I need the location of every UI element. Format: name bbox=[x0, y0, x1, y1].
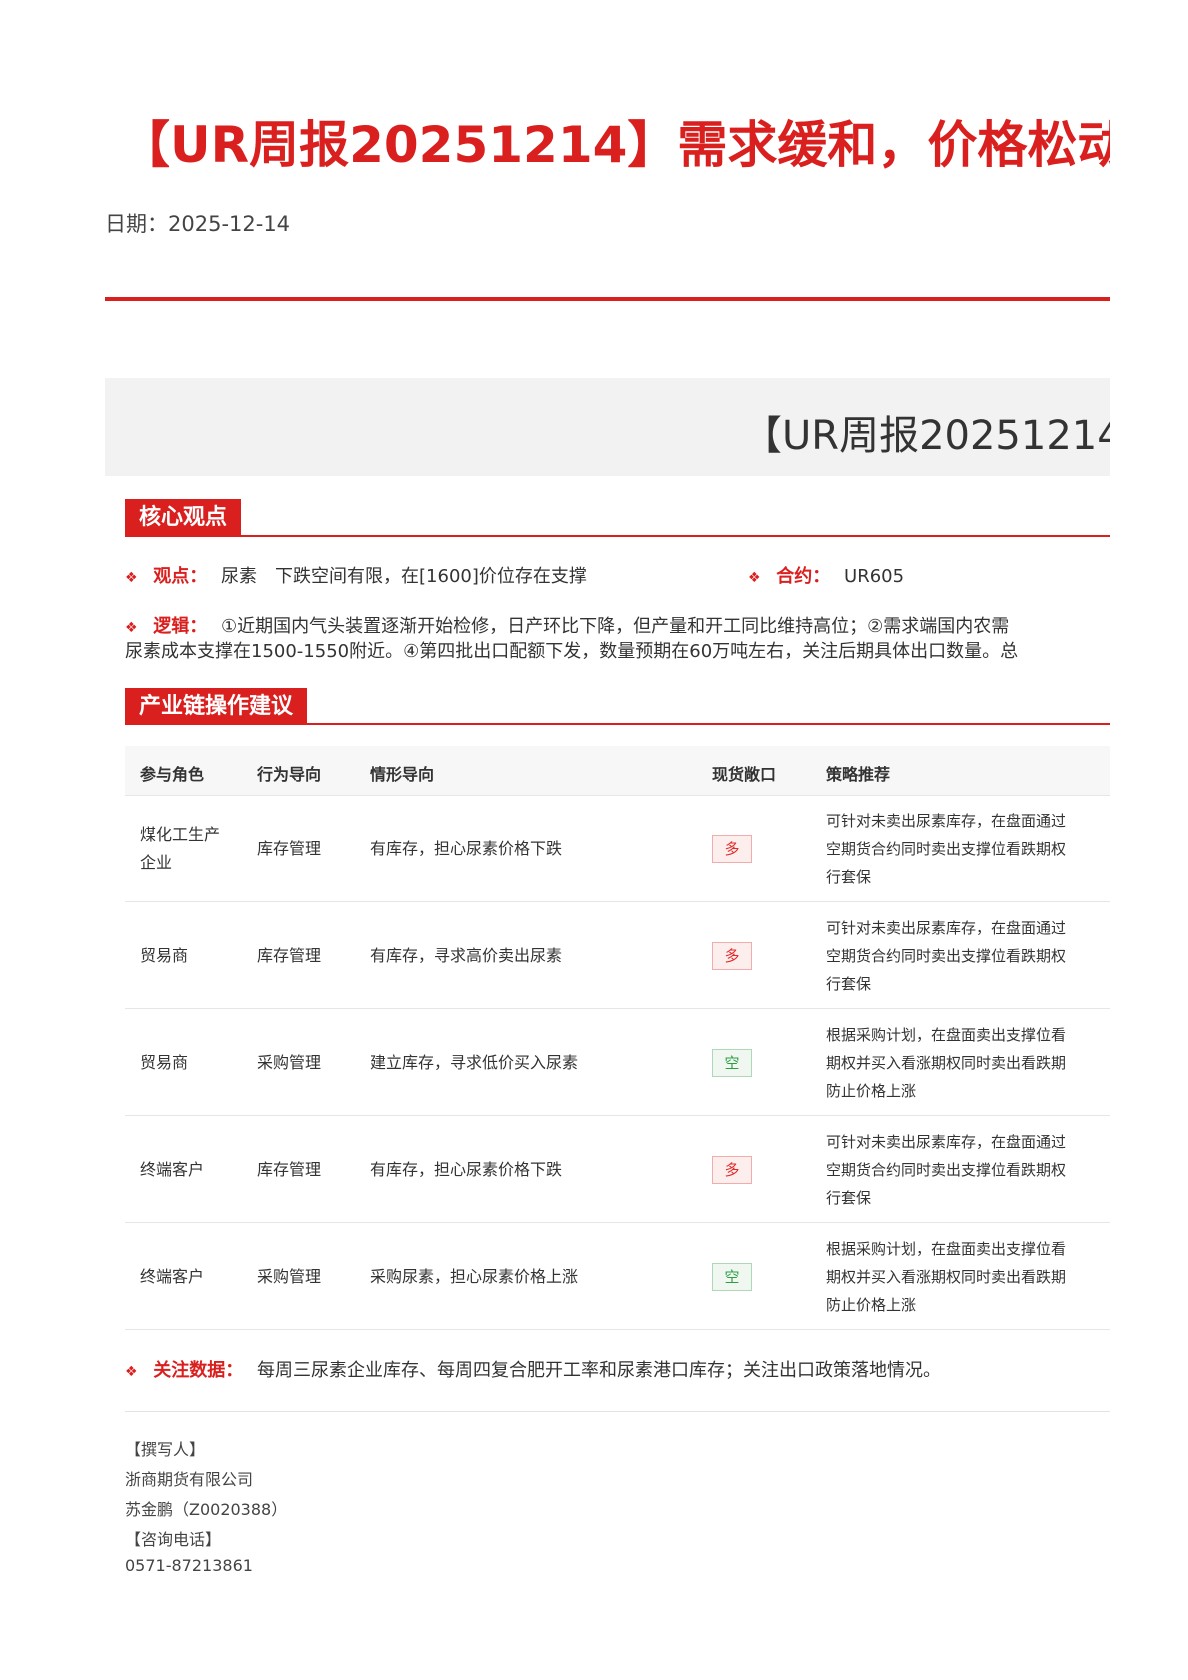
column-header: 参与角色 bbox=[140, 765, 205, 784]
divider bbox=[105, 297, 1110, 301]
role: 终端客户 bbox=[140, 1159, 205, 1179]
contract: UR605 bbox=[844, 566, 905, 587]
view-label: 观点： bbox=[153, 566, 208, 587]
footer-line: 【撰写人】 bbox=[125, 1440, 206, 1459]
section-heading: 核心观点 bbox=[125, 499, 242, 536]
logic-line: ①近期国内气头装置逐渐开始检修，日产环比下降，但产量和开工同比维持高位；②需求端… bbox=[221, 616, 1010, 637]
role: 企业 bbox=[140, 852, 173, 872]
column-header: 现货敞口 bbox=[712, 765, 777, 784]
section-line bbox=[125, 535, 1110, 537]
exposure-tag: 多 bbox=[712, 1155, 752, 1184]
footer-divider bbox=[125, 1411, 1110, 1412]
strategy-line: 空期货合约同时卖出支撑位看跌期权 bbox=[826, 946, 1067, 965]
focus-label: 关注数据： bbox=[153, 1360, 244, 1381]
document: 【UR周报20251214】需求缓和，价格松动 日期：2025-12-14 【U… bbox=[105, 116, 1110, 1575]
strategy-line: 行套保 bbox=[826, 1188, 872, 1207]
strategy-line: 防止价格上涨 bbox=[826, 1081, 917, 1100]
row-divider bbox=[125, 1222, 1110, 1223]
scenario: 建立库存，寻求低价买入尿素 bbox=[370, 1052, 579, 1072]
date: 2025-12-14 bbox=[168, 212, 291, 236]
section-line bbox=[125, 723, 1110, 725]
banner bbox=[105, 378, 1110, 476]
section-heading: 产业链操作建议 bbox=[125, 688, 308, 725]
exposure-tag: 空 bbox=[712, 1048, 752, 1077]
footer-line: 0571-87213861 bbox=[125, 1556, 253, 1575]
bullet: ❖ bbox=[125, 1364, 138, 1380]
contract-label: 合约： bbox=[776, 566, 831, 587]
strategy-line: 可针对未卖出尿素库存，在盘面通过 bbox=[826, 1132, 1067, 1151]
exposure-tag: 多 bbox=[712, 834, 752, 863]
footer-line: 浙商期货有限公司 bbox=[125, 1470, 254, 1489]
row-divider bbox=[125, 1008, 1110, 1009]
focus-text: 每周三尿素企业库存、每周四复合肥开工率和尿素港口库存；关注出口政策落地情况。 bbox=[257, 1360, 942, 1381]
column-header: 行为导向 bbox=[257, 765, 322, 784]
date-label: 日期： bbox=[105, 212, 168, 236]
logic-label: 逻辑： bbox=[153, 616, 208, 637]
view-row: ❖ 观点： 尿素 下跌空间有限，在[1600]价位存在支撑 bbox=[125, 562, 587, 588]
logic-line: 尿素成本支撑在1500-1550附近。④第四批出口配额下发，数量预期在60万吨左… bbox=[125, 641, 1019, 662]
role: 煤化工生产 bbox=[140, 824, 221, 844]
exposure-tag: 多 bbox=[712, 941, 752, 970]
footer-line: 苏金鹏（Z0020388） bbox=[125, 1500, 288, 1519]
scenario: 采购尿素，担心尿素价格上涨 bbox=[370, 1266, 579, 1286]
strategy-line: 防止价格上涨 bbox=[826, 1295, 917, 1314]
strategy-line: 期权并买入看涨期权同时卖出看跌期 bbox=[826, 1267, 1067, 1286]
contract-row: ❖ 合约： UR605 bbox=[748, 562, 904, 588]
exposure-tag: 空 bbox=[712, 1262, 752, 1291]
column-header: 策略推荐 bbox=[826, 765, 891, 784]
role: 贸易商 bbox=[140, 945, 189, 965]
behavior: 采购管理 bbox=[257, 1052, 322, 1072]
strategy-line: 根据采购计划，在盘面卖出支撑位看 bbox=[826, 1239, 1067, 1258]
column-header: 情形导向 bbox=[370, 765, 435, 784]
strategy-line: 行套保 bbox=[826, 974, 872, 993]
strategy-line: 空期货合约同时卖出支撑位看跌期权 bbox=[826, 1160, 1067, 1179]
strategy-line: 根据采购计划，在盘面卖出支撑位看 bbox=[826, 1025, 1067, 1044]
view-text: 尿素 下跌空间有限，在[1600]价位存在支撑 bbox=[221, 566, 587, 587]
strategy-line: 可针对未卖出尿素库存，在盘面通过 bbox=[826, 811, 1067, 830]
strategy-line: 可针对未卖出尿素库存，在盘面通过 bbox=[826, 918, 1067, 937]
logic-row: ❖ 逻辑： ①近期国内气头装置逐渐开始检修，日产环比下降，但产量和开工同比维持高… bbox=[125, 612, 1009, 638]
scenario: 有库存，担心尿素价格下跌 bbox=[370, 838, 563, 858]
strategy-line: 行套保 bbox=[826, 867, 872, 886]
row-divider bbox=[125, 1115, 1110, 1116]
date-row: 日期：2025-12-14 bbox=[105, 208, 290, 238]
banner-title: 【UR周报20251214】 bbox=[742, 413, 1110, 459]
behavior: 采购管理 bbox=[257, 1266, 322, 1286]
bullet: ❖ bbox=[125, 570, 138, 586]
row-divider bbox=[125, 1329, 1110, 1330]
scenario: 有库存，寻求高价卖出尿素 bbox=[370, 945, 563, 965]
behavior: 库存管理 bbox=[257, 1159, 322, 1179]
focus-row: ❖ 关注数据： 每周三尿素企业库存、每周四复合肥开工率和尿素港口库存；关注出口政… bbox=[125, 1356, 941, 1382]
footer-line: 【咨询电话】 bbox=[125, 1530, 222, 1549]
row-divider bbox=[125, 901, 1110, 902]
bullet: ❖ bbox=[748, 570, 761, 586]
strategy-line: 空期货合约同时卖出支撑位看跌期权 bbox=[826, 839, 1067, 858]
behavior: 库存管理 bbox=[257, 838, 322, 858]
role: 终端客户 bbox=[140, 1266, 205, 1286]
role: 贸易商 bbox=[140, 1052, 189, 1072]
scenario: 有库存，担心尿素价格下跌 bbox=[370, 1159, 563, 1179]
table-header bbox=[125, 746, 1110, 796]
behavior: 库存管理 bbox=[257, 945, 322, 965]
strategy-line: 期权并买入看涨期权同时卖出看跌期 bbox=[826, 1053, 1067, 1072]
bullet: ❖ bbox=[125, 620, 138, 636]
doc-title: 【UR周报20251214】需求缓和，价格松动 bbox=[120, 116, 1110, 174]
